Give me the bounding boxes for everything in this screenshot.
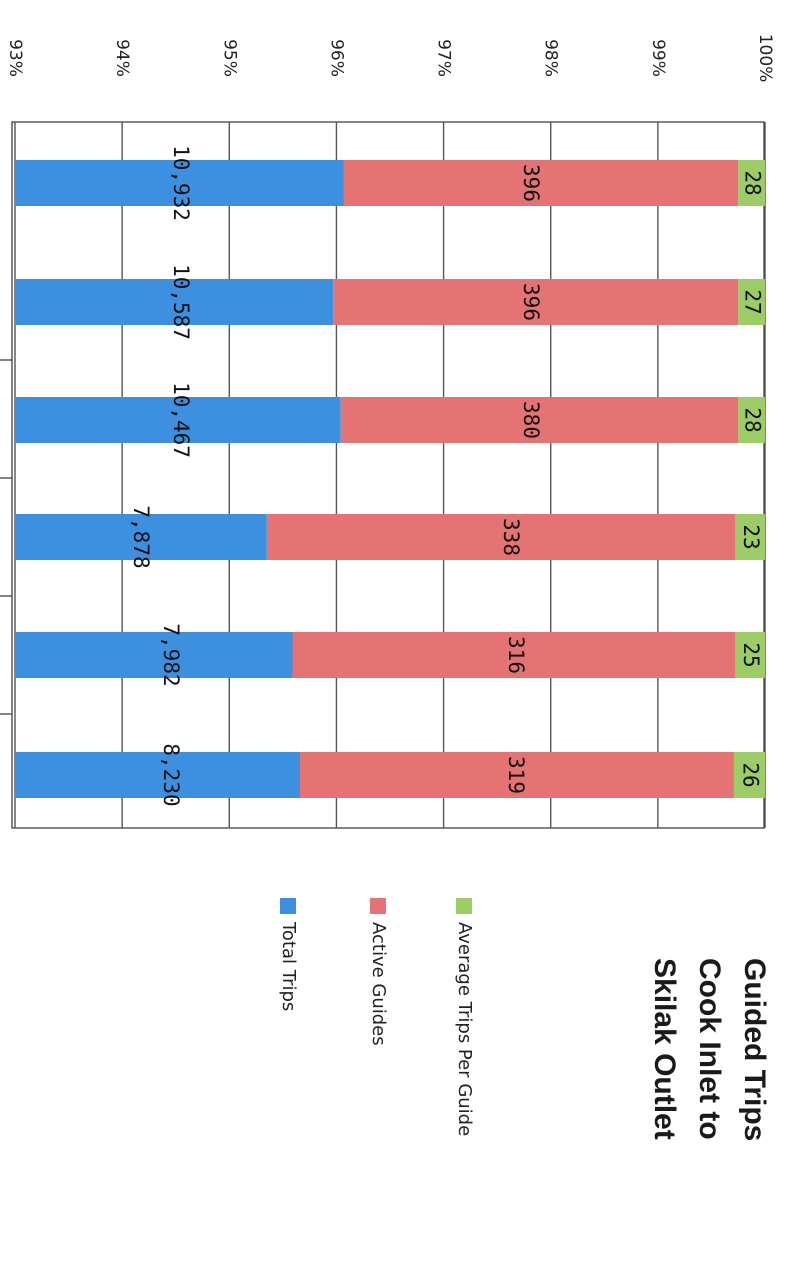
plot-frame bbox=[11, 121, 765, 829]
data-label-average-trips: 23 bbox=[739, 524, 763, 549]
bar-segment-average-trips bbox=[735, 632, 765, 678]
data-label-active-guides: 396 bbox=[519, 283, 543, 321]
tick-label: 98% bbox=[541, 39, 561, 77]
tick-label: 95% bbox=[219, 39, 239, 77]
title-line: Cook Inlet to bbox=[693, 958, 726, 1140]
data-label-active-guides: 316 bbox=[504, 636, 528, 674]
chart-title: Guided Trips Cook Inlet to Skilak Outlet bbox=[648, 958, 771, 1141]
title-line: Guided Trips bbox=[738, 958, 771, 1141]
title-line: Skilak Outlet bbox=[648, 958, 681, 1140]
plot-area: 93% 94% 95% 96% 97% 98% 99% 100% 28 396 10,932 27 39… bbox=[0, 34, 775, 829]
data-label-total-trips: 10,467 bbox=[169, 382, 193, 458]
data-label-active-guides: 338 bbox=[499, 518, 523, 556]
legend-label: Total Trips bbox=[278, 921, 299, 1011]
data-label-average-trips: 28 bbox=[741, 170, 765, 195]
legend-swatch bbox=[370, 898, 386, 914]
tick-label: 100% bbox=[755, 34, 775, 83]
data-label-active-guides: 319 bbox=[504, 756, 528, 794]
bar-segment-average-trips bbox=[733, 752, 765, 798]
bar-segment-total-trips bbox=[15, 160, 344, 206]
data-label-active-guides: 380 bbox=[519, 401, 543, 439]
data-label-total-trips: 7,982 bbox=[159, 623, 183, 686]
bar-segment-total-trips bbox=[15, 397, 341, 443]
legend: Average Trips Per Guide Active Guides Tota… bbox=[278, 898, 475, 1136]
data-label-active-guides: 396 bbox=[519, 164, 543, 202]
data-label-total-trips: 10,587 bbox=[169, 264, 193, 340]
data-label-total-trips: 8,230 bbox=[159, 743, 183, 806]
data-label-average-trips: 26 bbox=[738, 762, 762, 787]
legend-swatch bbox=[280, 898, 296, 914]
legend-swatch bbox=[456, 898, 472, 914]
bar-segment-average-trips bbox=[738, 397, 765, 443]
tick-label: 97% bbox=[434, 39, 454, 77]
tick-label: 99% bbox=[648, 39, 668, 77]
bar-segment-active-guides bbox=[340, 397, 739, 443]
data-label-average-trips: 28 bbox=[741, 407, 765, 432]
data-label-average-trips: 25 bbox=[739, 642, 763, 667]
bar-segment-total-trips bbox=[15, 279, 334, 325]
bar-segment-active-guides bbox=[300, 752, 734, 798]
bar-segment-active-guides bbox=[292, 632, 735, 678]
bar-segment-active-guides bbox=[333, 279, 739, 325]
data-label-total-trips: 7,878 bbox=[129, 505, 153, 568]
bar-segment-active-guides bbox=[266, 514, 735, 560]
tick-label: 93% bbox=[5, 39, 25, 77]
data-label-total-trips: 10,932 bbox=[169, 145, 193, 221]
legend-label: Active Guides bbox=[368, 922, 389, 1046]
bar-segment-total-trips bbox=[15, 514, 267, 560]
bar-segment-total-trips bbox=[15, 632, 293, 678]
bar-segment-total-trips bbox=[15, 752, 300, 798]
tick-label: 94% bbox=[112, 39, 132, 77]
bar-segment-active-guides bbox=[343, 160, 739, 206]
bar-segment-average-trips bbox=[738, 160, 765, 206]
legend-label: Average Trips Per Guide bbox=[454, 922, 475, 1136]
tick-label: 96% bbox=[326, 39, 346, 77]
bar-segment-average-trips bbox=[735, 514, 765, 560]
data-label-average-trips: 27 bbox=[741, 289, 765, 314]
bar-segment-average-trips bbox=[738, 279, 765, 325]
